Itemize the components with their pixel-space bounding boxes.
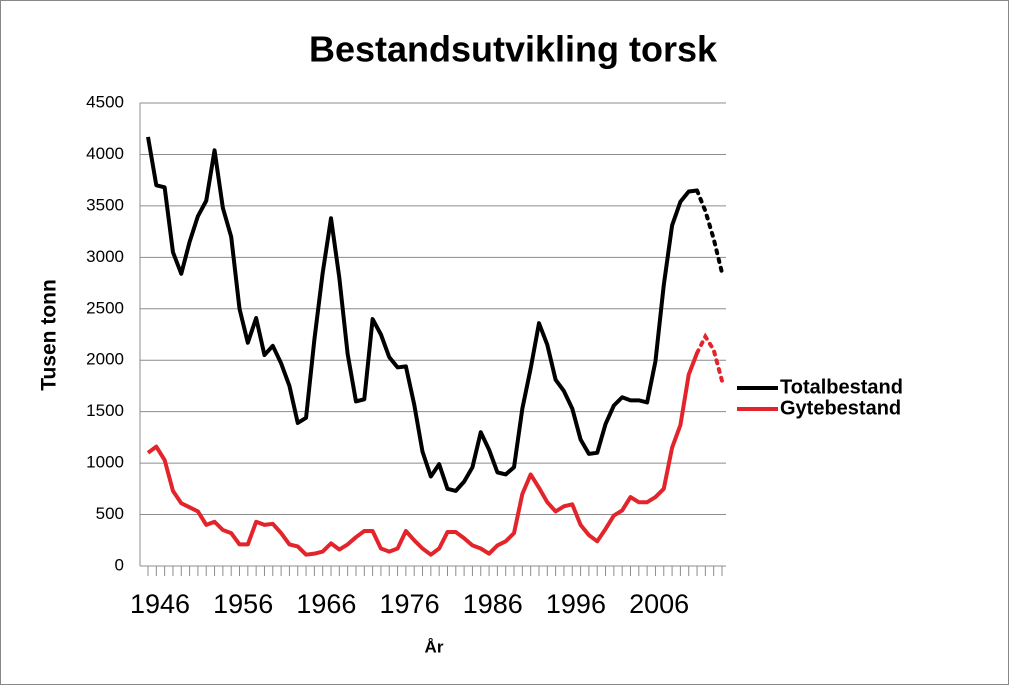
x-tick-label: 1976 bbox=[380, 589, 440, 619]
y-tick-label: 3000 bbox=[86, 247, 124, 266]
y-tick-label: 2000 bbox=[86, 350, 124, 369]
projection-line bbox=[695, 188, 724, 275]
y-tick-label: 3500 bbox=[86, 195, 124, 214]
x-tick-label: 1956 bbox=[213, 589, 273, 619]
y-tick-label: 4000 bbox=[86, 144, 124, 163]
x-tick-label: 2006 bbox=[629, 589, 689, 619]
legend-label: Totalbestand bbox=[780, 376, 903, 398]
y-tick-label: 500 bbox=[96, 504, 124, 523]
projection-line bbox=[695, 332, 724, 383]
y-tick-label: 4500 bbox=[86, 92, 124, 111]
y-tick-label: 1000 bbox=[86, 453, 124, 472]
series-line bbox=[146, 352, 699, 557]
legend-label: Gytebestand bbox=[780, 397, 901, 419]
chart-title: Bestandsutvikling torsk bbox=[309, 29, 718, 70]
series-line bbox=[146, 136, 698, 493]
y-tick-label: 2500 bbox=[86, 298, 124, 317]
x-tick-label: 1946 bbox=[130, 589, 190, 619]
y-tick-label: 1500 bbox=[86, 401, 124, 420]
y-tick-label: 0 bbox=[115, 555, 124, 574]
x-tick-label: 1986 bbox=[463, 589, 523, 619]
x-tick-label: 1966 bbox=[296, 589, 356, 619]
y-axis-label: Tusen tonn bbox=[38, 279, 61, 391]
x-axis-label: År bbox=[425, 637, 444, 656]
x-tick-label: 1996 bbox=[546, 589, 606, 619]
